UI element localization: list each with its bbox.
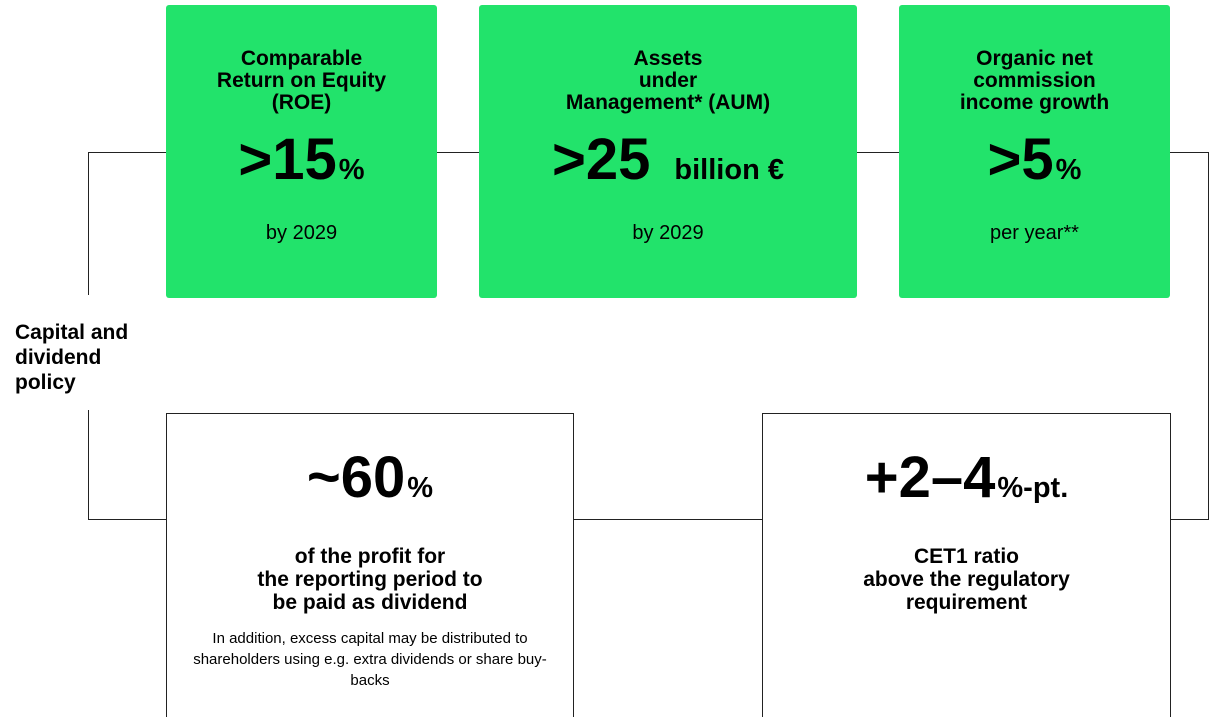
- description-line: above the regulatory: [863, 568, 1070, 591]
- description-line: the reporting period to: [257, 568, 483, 591]
- side-label-line: dividend: [15, 346, 102, 369]
- description-line: of the profit for: [294, 545, 446, 568]
- title-line: Assets: [633, 47, 703, 70]
- unit: billion €: [674, 154, 784, 186]
- side-label: Capital and dividend policy: [15, 320, 128, 395]
- target-value: >25 billion €: [479, 128, 857, 202]
- policy-description: CET1 ratio above the regulatory requiremen…: [763, 545, 1170, 614]
- title-line: under: [638, 69, 698, 92]
- title-line: Return on Equity: [216, 69, 387, 92]
- policy-value: +2–4%-pt.: [763, 446, 1170, 520]
- target-note: by 2029: [632, 222, 704, 244]
- target-card: Assets under Management* (AUM) >25 billion €…: [479, 5, 857, 298]
- title-line: income growth: [959, 91, 1110, 114]
- title-line: (ROE): [271, 91, 332, 114]
- unit: %: [407, 472, 434, 504]
- connector: [88, 152, 89, 295]
- connector: [88, 410, 89, 520]
- target-title: Comparable Return on Equity (ROE): [166, 48, 437, 128]
- description-line: be paid as dividend: [272, 591, 468, 614]
- title-line: commission: [973, 69, 1096, 92]
- title-line: Organic net: [976, 47, 1093, 70]
- target-note: per year**: [990, 222, 1079, 244]
- target-value: >15%: [166, 128, 437, 202]
- target-title: Assets under Management* (AUM): [479, 48, 857, 128]
- value: >25: [552, 127, 651, 192]
- target-value: >5%: [899, 128, 1170, 202]
- policy-description: of the profit for the reporting period to…: [167, 545, 573, 614]
- connector: [1208, 152, 1209, 520]
- value: >15: [238, 127, 337, 192]
- policy-value: ~60%: [167, 446, 573, 520]
- target-title: Organic net commission income growth: [899, 48, 1170, 128]
- policy-card: +2–4%-pt. CET1 ratio above the regulatory r…: [762, 413, 1171, 717]
- policy-detail: In addition, excess capital may be distr…: [193, 630, 547, 689]
- side-label-line: Capital and: [15, 321, 129, 344]
- target-card: Comparable Return on Equity (ROE) >15% by 20…: [166, 5, 437, 298]
- title-line: Management* (AUM): [565, 91, 771, 114]
- target-card: Organic net commission income growth >5% per…: [899, 5, 1170, 298]
- value: +2–4: [864, 445, 996, 510]
- value: ~60: [306, 445, 406, 510]
- policy-card: ~60% of the profit for the reporting perio…: [166, 413, 574, 717]
- unit: %-pt.: [997, 472, 1069, 504]
- description-line: requirement: [905, 591, 1028, 614]
- unit: %: [1055, 154, 1082, 186]
- description-line: CET1 ratio: [913, 545, 1020, 568]
- target-note: by 2029: [265, 222, 338, 244]
- title-line: Comparable: [240, 47, 363, 70]
- unit: %: [338, 154, 365, 186]
- value: >5: [987, 127, 1054, 192]
- connector: [88, 519, 1209, 520]
- side-label-line: policy: [15, 371, 76, 394]
